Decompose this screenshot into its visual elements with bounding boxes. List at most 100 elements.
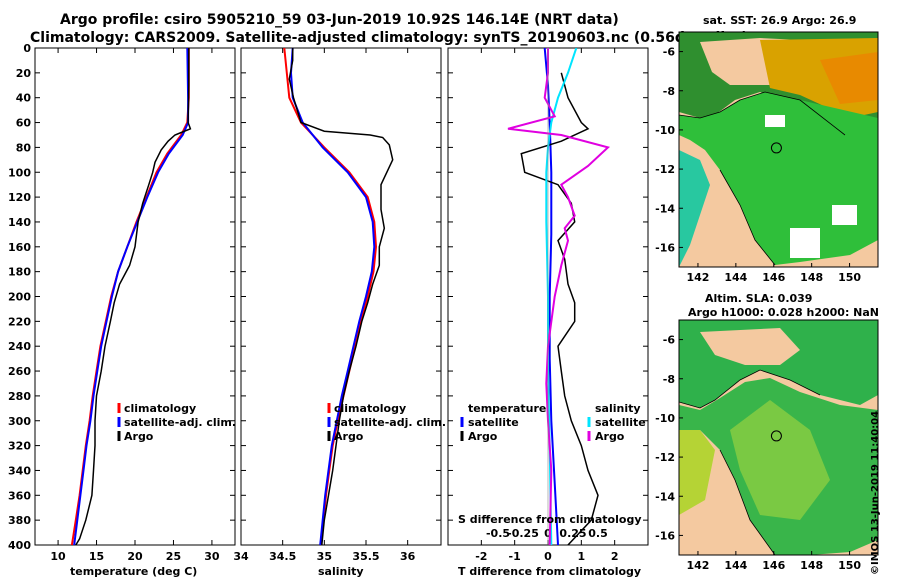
x-tick-label: 2 — [611, 550, 619, 563]
map-y-tick-label: -14 — [655, 490, 675, 503]
t-difference-xlabel: T difference from climatology — [458, 565, 641, 578]
series-line-t-argo — [520, 72, 599, 545]
s-tick-label: 0.5 — [588, 527, 608, 540]
map-y-tick-label: -12 — [655, 163, 675, 176]
x-tick-label: 34 — [233, 550, 249, 563]
sla-title-2: Argo h1000: 0.028 h2000: NaN — [688, 306, 879, 319]
map-y-tick-label: -10 — [655, 412, 675, 425]
sst-data-south — [679, 92, 878, 265]
y-tick-label: 260 — [8, 365, 31, 378]
x-tick-label: 30 — [204, 550, 220, 563]
legend-label: Argo — [595, 430, 625, 443]
x-tick-label: 25 — [166, 550, 181, 563]
x-tick-label: 1 — [578, 550, 586, 563]
y-tick-label: 320 — [8, 440, 31, 453]
temperature-panel: 0 20 40 60 80 100 120 140 160 180 200 220 240 260 280 3… — [8, 42, 236, 578]
map-y-tick-label: -12 — [655, 451, 675, 464]
series-line-argo — [288, 48, 394, 545]
map-x-tick-label: 146 — [762, 271, 785, 284]
y-tick-label: 120 — [8, 191, 31, 204]
map-x-tick-label: 150 — [838, 271, 861, 284]
map-y-tick-label: -6 — [663, 334, 676, 347]
y-tick-label: 360 — [8, 489, 31, 502]
series-line-satellite-adj-clim- — [73, 48, 190, 545]
series-line-argo — [75, 48, 192, 545]
difference-panel: -2 -1 0 1 2-0.5-0.25 0 0.25 0.5 temperaturesate… — [447, 47, 649, 578]
map-y-tick-label: -10 — [655, 124, 675, 137]
salinity-depth-ticks — [241, 47, 441, 546]
map-y-tick-label: -6 — [663, 46, 676, 59]
legend-label: Argo — [468, 430, 498, 443]
x-tick-label: 0 — [544, 550, 552, 563]
series-line-satellite-adj-clim- — [289, 48, 376, 545]
sst-map: 142 144 146 148 150 -6 -8 -10 -12 -14 -16 — [655, 31, 879, 284]
legend-label: satellite — [468, 416, 519, 429]
y-tick-label: 20 — [16, 67, 32, 80]
x-tick-label: 20 — [127, 550, 143, 563]
title-line-2: Climatology: CARS2009. Satellite-adjuste… — [30, 30, 748, 46]
x-tick-label: 36 — [400, 550, 416, 563]
legend-label: satellite-adj. clim. — [334, 416, 446, 429]
legend-label: satellite — [595, 416, 646, 429]
legend-label: satellite-adj. clim. — [124, 416, 236, 429]
sla-title-1: Altim. SLA: 0.039 — [705, 292, 812, 305]
salinity-axis-ticks: 34 34.5 35 35.5 36 — [233, 48, 416, 563]
x-tick-label: -1 — [509, 550, 521, 563]
legend-label: climatology — [334, 402, 406, 415]
s-tick-label: -0.5 — [486, 527, 510, 540]
map-x-tick-label: 146 — [762, 559, 785, 572]
legend-label: Argo — [334, 430, 364, 443]
y-tick-label: 400 — [8, 539, 31, 552]
sla-map-ticks: 142 144 146 148 150 -6 -8 -10 -12 -14 -16 — [655, 334, 861, 572]
difference-depth-ticks — [448, 47, 648, 546]
legend-title-salinity: salinity — [595, 402, 641, 415]
legend-label: climatology — [124, 402, 196, 415]
s-tick-label: -0.25 — [507, 527, 539, 540]
s-tick-label: 0.25 — [559, 527, 586, 540]
argo-position-marker — [770, 142, 782, 154]
temperature-xlabel: temperature (deg C) — [70, 565, 197, 578]
temperature-axis-ticks: 10 15 20 25 30 — [50, 48, 220, 563]
y-tick-label: 340 — [8, 464, 31, 477]
salinity-lines — [283, 48, 394, 545]
map-x-tick-label: 144 — [724, 271, 747, 284]
y-tick-label: 240 — [8, 340, 31, 353]
title-line-1: Argo profile: csiro 5905210_59 03-Jun-20… — [60, 12, 619, 28]
map-x-tick-label: 142 — [686, 559, 709, 572]
y-tick-label: 280 — [8, 390, 31, 403]
y-tick-label: 0 — [23, 42, 31, 55]
legend-title-temperature: temperature — [468, 402, 546, 415]
s-difference-label: S difference from climatology — [458, 513, 642, 526]
salinity-axes — [240, 47, 442, 546]
y-tick-label: 80 — [16, 141, 32, 154]
argo-position-marker-sla — [770, 430, 782, 442]
y-tick-label: 160 — [8, 241, 31, 254]
series-line-s-argo — [507, 48, 611, 545]
y-tick-label: 40 — [16, 92, 32, 105]
difference-legend: temperaturesatelliteArgosalinitysatellit… — [460, 402, 646, 443]
y-tick-label: 180 — [8, 266, 31, 279]
difference-lines — [507, 48, 611, 545]
map-x-tick-label: 142 — [686, 271, 709, 284]
x-tick-label: 34.5 — [269, 550, 296, 563]
imos-stamp: ©IMOS 13-Jun-2019 11:40:04 — [870, 410, 881, 575]
sla-map: 142 144 146 148 150 -6 -8 -10 -12 -14 -16 — [655, 319, 879, 572]
map-x-tick-label: 144 — [724, 559, 747, 572]
salinity-xlabel: salinity — [318, 565, 364, 578]
temperature-lines — [70, 48, 192, 545]
depth-axis-ticks: 0 20 40 60 80 100 120 140 160 180 200 220 240 260 280 3… — [8, 42, 235, 552]
y-tick-label: 220 — [8, 315, 31, 328]
x-tick-label: -2 — [475, 550, 487, 563]
map-y-tick-label: -16 — [655, 241, 675, 254]
map-y-tick-label: -8 — [663, 373, 675, 386]
map-x-tick-label: 148 — [800, 559, 823, 572]
temperature-axes — [34, 47, 236, 546]
y-tick-label: 100 — [8, 166, 31, 179]
y-tick-label: 60 — [16, 117, 32, 130]
sst-map-ticks: 142 144 146 148 150 -6 -8 -10 -12 -14 -16 — [655, 46, 861, 284]
x-tick-label: 15 — [89, 550, 104, 563]
map-x-tick-label: 150 — [838, 559, 861, 572]
